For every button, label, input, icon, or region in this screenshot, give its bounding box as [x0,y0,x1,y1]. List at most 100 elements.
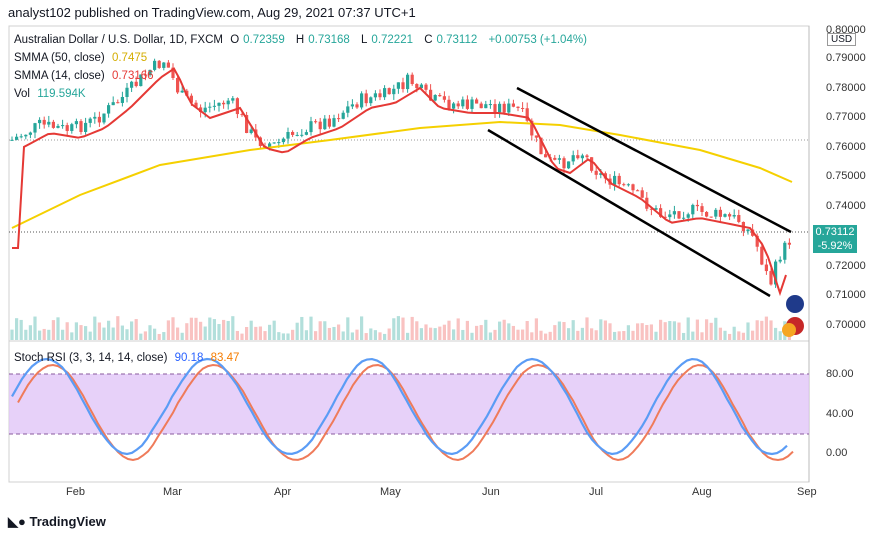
volume-bar [171,317,175,340]
candle-body [599,173,603,175]
volume-bar [130,321,134,340]
smma14-legend[interactable]: SMMA (14, close) 0.73166 [14,67,158,85]
candle-body [553,157,557,160]
volume-bar [15,318,19,340]
volume-bar [24,329,28,340]
candle-body [723,214,727,217]
volume-bar [226,321,230,340]
candle-body [695,204,699,207]
candle-body [51,121,55,128]
candle-body [61,125,65,127]
publisher-header: analyst102 published on TradingView.com,… [8,5,416,20]
volume-bar [19,319,23,340]
price-tick: 0.78000 [826,82,866,94]
candle-body [70,124,74,131]
candle-body [709,216,713,218]
volume-bar [424,324,428,340]
time-tick: Sep [797,486,817,498]
event-icon [782,323,796,337]
candle-body [240,114,244,116]
candle-body [387,88,391,95]
volume-bar [613,331,617,340]
candle-body [360,93,364,108]
candle-body [585,155,589,158]
time-tick: Jun [482,486,500,498]
candle-body [116,102,120,104]
candle-body [626,184,630,186]
volume-bar [475,325,479,340]
tv-logo-icon: ◣● [8,514,30,529]
candle-body [318,121,322,130]
volume-bar [631,330,635,340]
candle-body [93,116,97,119]
volume-bar [714,317,718,340]
symbol-legend[interactable]: Australian Dollar / U.S. Dollar, 1D, FXC… [14,31,591,49]
volume-bar [695,319,699,340]
candle-body [65,125,69,131]
candle-body [107,105,111,114]
high-label: H [295,34,305,46]
candle-body [166,62,170,68]
candle-body [640,190,644,198]
candle-body [323,118,327,130]
stoch-k-value: 90.18 [174,352,204,364]
volume-bar [61,329,65,340]
stoch-tick: 0.00 [826,447,848,459]
stoch-d-line [17,363,794,462]
candle-body [268,143,272,149]
stoch-d-value: 83.47 [210,352,240,364]
candle-body [130,81,134,88]
candle-body [672,211,676,215]
candle-body [38,119,42,124]
candle-body [705,211,709,217]
time-tick: Mar [163,486,182,498]
candle-body [203,107,207,113]
volume-legend[interactable]: Vol 119.594K [14,85,90,103]
volume-bar [507,323,511,340]
volume-bar [429,327,433,340]
candle-body [760,246,764,265]
volume-bar [153,328,157,340]
volume-bar [70,332,74,340]
open-value: 0.72359 [243,34,285,46]
volume-bar [364,333,368,340]
candle-body [571,155,575,162]
time-tick: Apr [274,486,292,498]
stoch-legend[interactable]: Stoch RSI (3, 3, 14, 14, close) 90.18 83… [14,349,243,367]
candle-body [88,118,92,123]
candle-body [682,217,686,219]
volume-bar [162,332,166,340]
volume-bar [93,316,97,340]
candle-body [649,208,653,210]
volume-bar [268,324,272,340]
volume-bar [521,329,525,340]
candle-body [350,104,354,107]
volume-bar [525,320,529,340]
volume-bar [38,330,42,340]
candle-body [728,214,732,217]
volume-bar [139,333,143,340]
currency-label[interactable]: USD [827,33,857,46]
volume-bar [373,330,377,340]
candle-body [484,104,488,109]
candle-body [74,121,78,125]
candle-body [42,119,46,125]
stoch-tick: 80.00 [826,368,854,380]
candle-body [544,154,548,158]
volume-bar [640,323,644,340]
price-tick: 0.70000 [826,319,866,331]
volume-bar [677,322,681,340]
tradingview-logo[interactable]: ◣● TradingView [8,514,106,530]
candle-body [465,99,469,109]
candle-body [208,106,212,108]
smma50-legend[interactable]: SMMA (50, close) 0.7475 [14,49,151,67]
volume-bar [401,317,405,340]
volume-bar [691,331,695,340]
volume-bar [682,332,686,340]
volume-bar [189,317,193,340]
candle-body [231,98,235,101]
volume-bar [47,329,51,340]
candle-body [714,209,718,217]
price-tick: 0.80000 [826,24,866,36]
